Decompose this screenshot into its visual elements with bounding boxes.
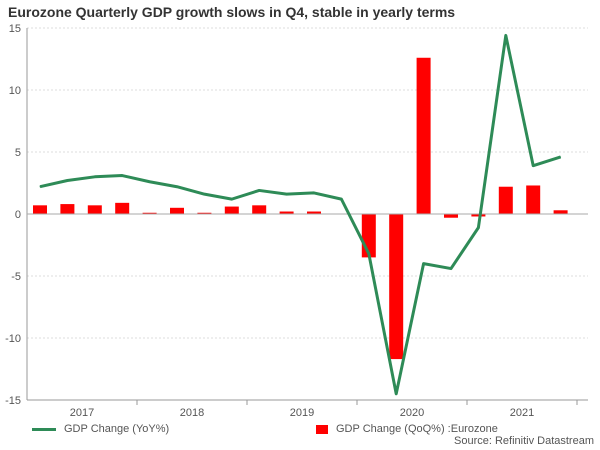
legend-item-qoq: GDP Change (QoQ%) :Eurozone xyxy=(316,423,498,435)
bar xyxy=(197,212,212,214)
yoy-line xyxy=(39,33,562,396)
bar xyxy=(553,210,568,214)
yoy-point xyxy=(423,263,425,265)
bar xyxy=(33,205,47,214)
bar xyxy=(60,204,75,214)
legend-item-yoy: GDP Change (YoY%) xyxy=(32,423,169,435)
bar xyxy=(279,211,294,214)
bar xyxy=(224,206,239,214)
y-tick-label: 15 xyxy=(9,23,21,35)
yoy-point xyxy=(231,198,233,200)
yoy-point xyxy=(368,253,370,255)
x-tick-label: 2021 xyxy=(510,407,534,419)
yoy-point xyxy=(532,165,534,167)
bar xyxy=(170,207,184,214)
yoy-point xyxy=(258,189,260,191)
yoy-point xyxy=(560,156,562,158)
yoy-point xyxy=(149,181,151,183)
chart-title: Eurozone Quarterly GDP growth slows in Q… xyxy=(8,4,456,20)
bar xyxy=(416,57,431,215)
source-note: Source: Refinitiv Datastream xyxy=(454,435,594,447)
yoy-point xyxy=(395,393,397,395)
y-tick-label: 5 xyxy=(15,147,21,159)
x-tick-label: 2019 xyxy=(290,407,314,419)
yoy-point xyxy=(39,186,41,188)
yoy-point xyxy=(176,186,178,188)
bar xyxy=(389,214,404,360)
legend-label: GDP Change (YoY%) xyxy=(64,423,170,435)
yoy-point xyxy=(286,193,288,195)
x-tick-label: 2020 xyxy=(400,407,424,419)
yoy-point xyxy=(66,180,68,182)
yoy-point xyxy=(121,175,123,177)
yoy-point xyxy=(313,192,315,194)
bar xyxy=(444,214,458,218)
y-tick-label: -10 xyxy=(5,333,21,345)
bar xyxy=(498,186,513,214)
yoy-point xyxy=(94,176,96,178)
yoy-point xyxy=(203,193,205,195)
yoy-point xyxy=(477,227,479,229)
bar xyxy=(142,212,157,214)
legend-line-swatch xyxy=(32,427,56,431)
bar xyxy=(87,205,102,214)
bar xyxy=(115,202,130,214)
x-tick-label: 2017 xyxy=(70,407,94,419)
yoy-point xyxy=(450,268,452,270)
y-tick-label: -5 xyxy=(11,271,21,283)
bar xyxy=(307,211,321,214)
x-tick-label: 2018 xyxy=(180,407,204,419)
yoy-point xyxy=(340,198,342,200)
bar xyxy=(252,205,267,214)
legend-bar-swatch xyxy=(316,424,328,434)
bar xyxy=(471,214,486,217)
y-tick-label: -15 xyxy=(5,395,21,407)
y-tick-label: 10 xyxy=(9,85,21,97)
bar xyxy=(526,185,541,214)
yoy-point xyxy=(505,34,507,36)
y-tick-label: 0 xyxy=(15,209,21,221)
legend-label: GDP Change (QoQ%) :Eurozone xyxy=(336,423,498,435)
